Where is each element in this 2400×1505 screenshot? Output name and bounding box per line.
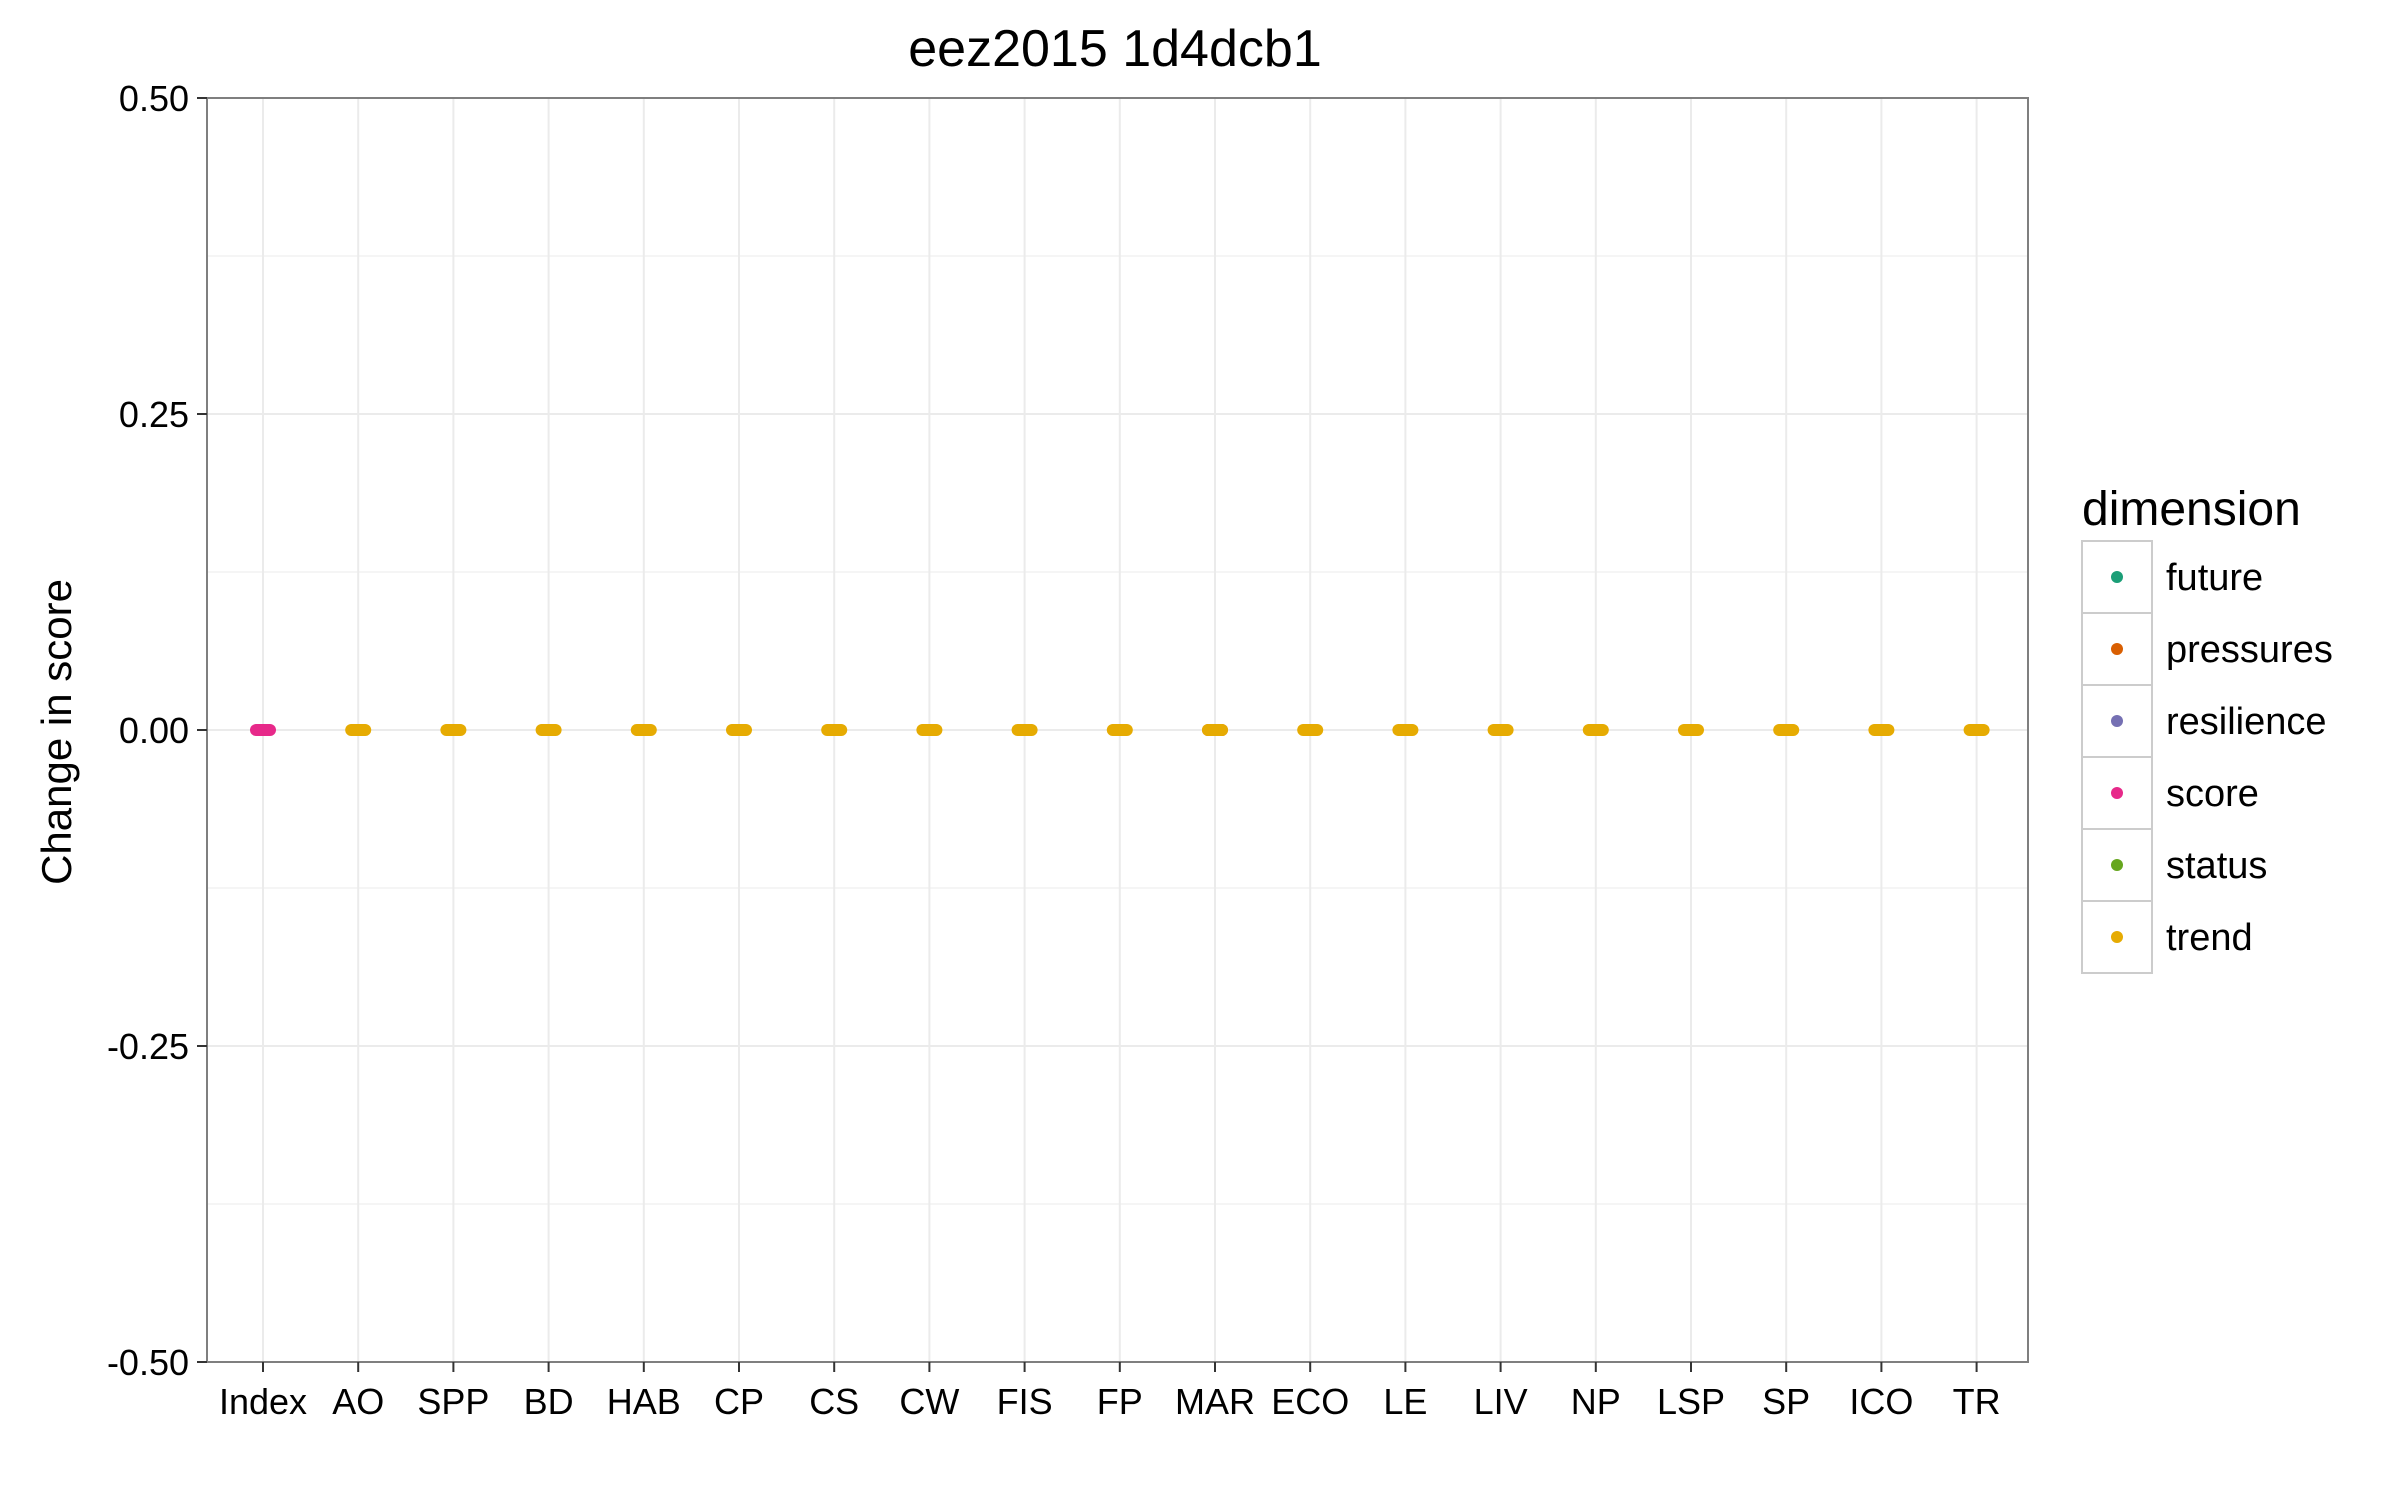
legend-key-pressures [2111,643,2123,655]
data-point-trend [440,724,467,736]
data-point-trend [821,724,848,736]
data-point-trend [345,724,372,736]
data-point-trend [1392,724,1419,736]
x-tick-label: SP [1762,1381,1810,1422]
x-tick-label: HAB [607,1381,681,1422]
x-tick-label: BD [524,1381,574,1422]
legend-label: pressures [2166,629,2333,671]
y-tick-label: -0.50 [107,1342,189,1383]
legend-key-status [2111,859,2123,871]
legend-label: status [2166,845,2267,887]
data-point-trend [1487,724,1514,736]
data-point-trend [1106,724,1133,736]
x-tick-label: CW [899,1381,959,1422]
y-tick-label: 0.00 [119,710,189,751]
data-point-trend [1582,724,1609,736]
data-points [250,724,1990,736]
axes: -0.50 -0.25 0.00 0.25 0.50 Index AO SPP BD HAB CP C… [107,78,2029,1422]
x-tick-label: AO [332,1381,384,1422]
data-point-trend [1297,724,1324,736]
legend: dimension future pressures resilience score… [2081,483,2333,974]
y-tick-label: 0.25 [119,394,189,435]
chart-title: eez2015 1d4dcb1 [908,20,1322,78]
data-point-trend [1678,724,1704,736]
legend-label: future [2166,557,2263,599]
x-tick-label: ECO [1271,1381,1349,1422]
x-tick-label: CP [714,1381,764,1422]
legend-title: dimension [2082,483,2301,536]
legend-label: resilience [2166,701,2327,743]
data-point-trend [1868,724,1895,736]
legend-key-trend [2111,931,2123,943]
data-point-trend [1963,724,1990,736]
x-tick-label: Index [219,1381,307,1422]
data-point-trend [535,724,562,736]
x-tick-label: CS [809,1381,859,1422]
x-tick-label: LE [1383,1381,1427,1422]
x-tick-label: FP [1097,1381,1143,1422]
x-tick-label: ICO [1849,1381,1913,1422]
x-tick-label: TR [1953,1381,2001,1422]
x-tick-label: FIS [997,1381,1053,1422]
x-tick-label: SPP [417,1381,489,1422]
data-point-trend [630,724,657,736]
y-tick-label: 0.50 [119,78,189,119]
y-axis-label: Change in score [33,579,80,885]
data-point-trend [1011,724,1038,736]
data-point-trend [726,724,752,736]
legend-label: trend [2166,917,2253,959]
x-tick-label: LSP [1657,1381,1725,1422]
x-tick-label: MAR [1175,1381,1255,1422]
legend-key-box [2081,684,2153,758]
x-tick-label: NP [1571,1381,1621,1422]
data-point-trend [1773,724,1800,736]
y-tick-label: -0.25 [107,1026,189,1067]
data-point-trend [916,724,943,736]
legend-key-future [2111,571,2123,583]
legend-key-score [2111,787,2123,799]
legend-label: score [2166,773,2259,815]
x-tick-label: LIV [1474,1381,1528,1422]
legend-key-resilience [2111,715,2123,727]
data-point-score [250,724,276,736]
data-point-trend [1202,724,1228,736]
